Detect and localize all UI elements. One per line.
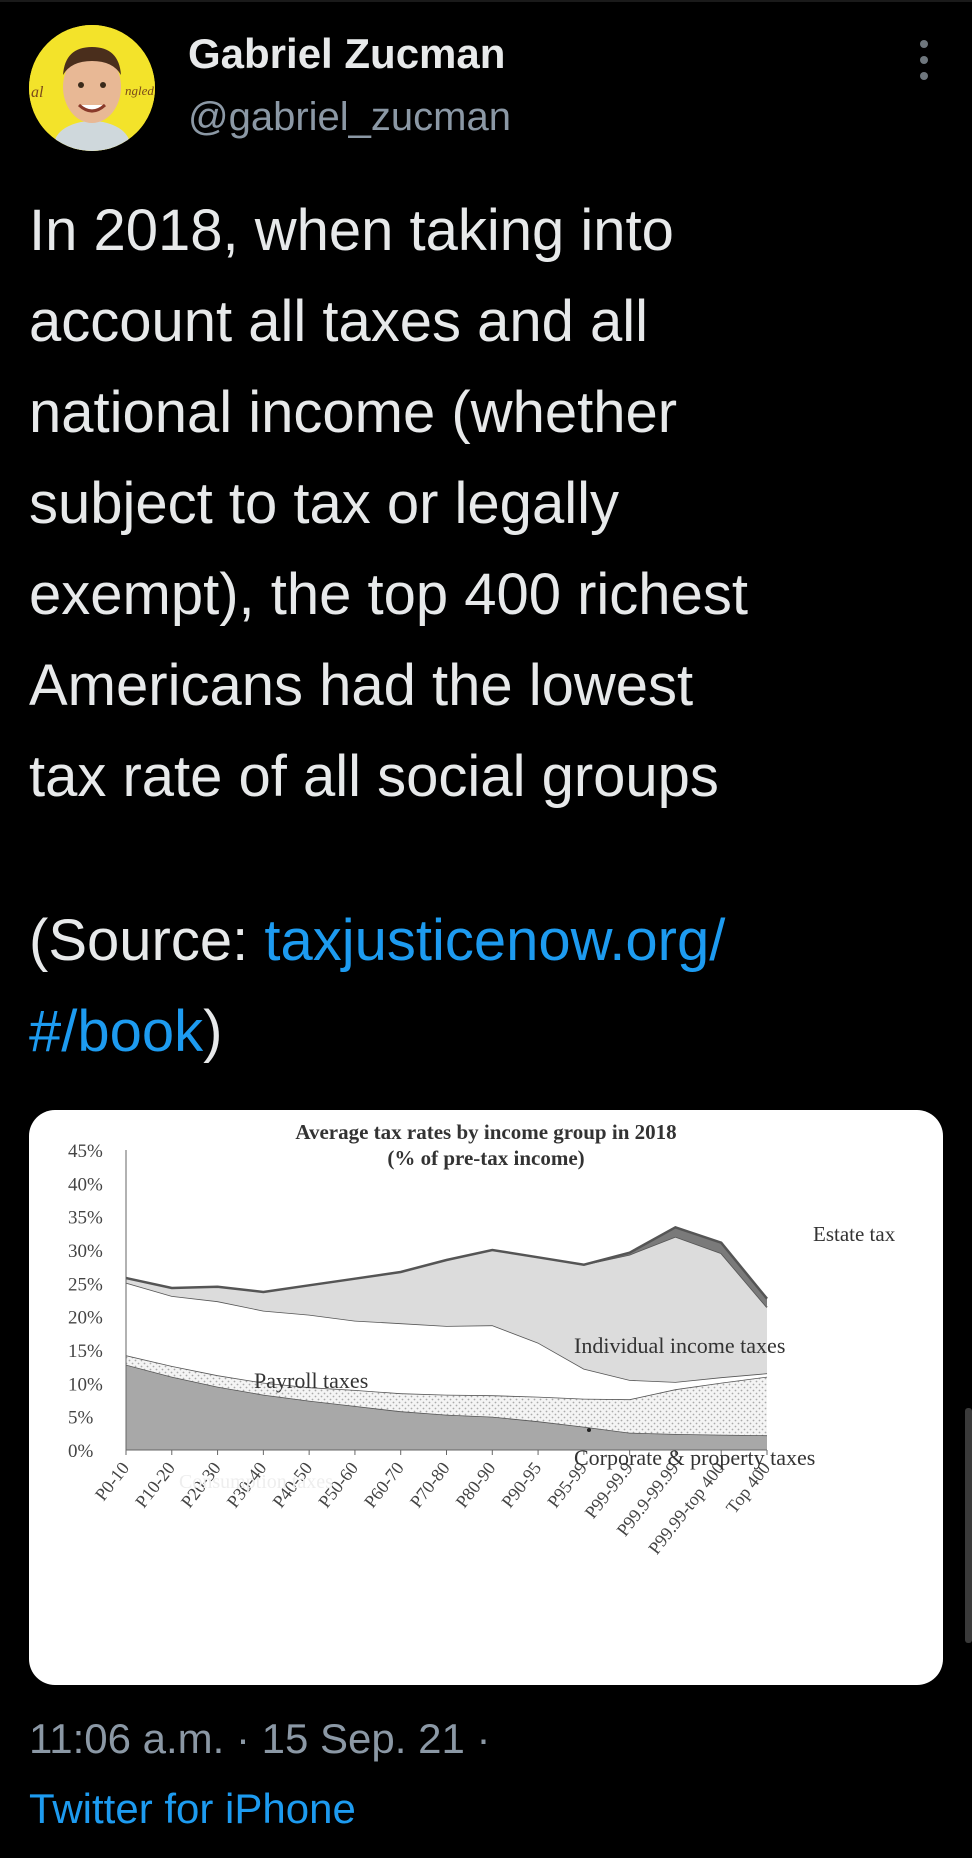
- tweet-text-line: tax rate of all social groups: [29, 744, 719, 809]
- avatar-text-left: al: [31, 84, 44, 101]
- tweet-text-line: subject to tax or legally: [29, 471, 619, 536]
- avatar-image: al ngled: [29, 25, 155, 151]
- area-consumption-taxes: [126, 1364, 767, 1450]
- tweet-text: In 2018, when taking into account all ta…: [29, 185, 959, 822]
- x-tick-label: P10-20: [131, 1458, 179, 1511]
- y-tick-label: 25%: [68, 1274, 103, 1295]
- dot: [920, 72, 928, 80]
- payroll-label: Payroll taxes: [254, 1368, 368, 1393]
- tweet-text-line: account all taxes and all: [29, 289, 649, 354]
- series-line: [125, 1225, 768, 1300]
- dot: [920, 56, 928, 64]
- tweet-source: (Source: taxjusticenow.org/ #/book): [29, 895, 959, 1077]
- tweet-text-line: national income (whether: [29, 380, 678, 445]
- tweet-text-line: In 2018, when taking into: [29, 198, 674, 263]
- x-tick-label: P90-95: [497, 1458, 545, 1511]
- author-handle[interactable]: @gabriel_zucman: [188, 95, 511, 139]
- y-tick-label: 15%: [68, 1341, 103, 1362]
- dot-marker: [587, 1428, 591, 1432]
- y-tick-label: 20%: [68, 1308, 103, 1329]
- avatar-text-right: ngled: [125, 83, 154, 98]
- x-tick-label: P70-80: [406, 1458, 454, 1511]
- chart-image-card[interactable]: Average tax rates by income group in 201…: [29, 1110, 943, 1685]
- consumption-label: Consumption taxes: [179, 1471, 333, 1493]
- author-name[interactable]: Gabriel Zucman: [188, 30, 506, 77]
- source-suffix: ): [203, 999, 223, 1064]
- avatar[interactable]: al ngled: [29, 25, 155, 151]
- y-tick-label: 30%: [68, 1241, 103, 1262]
- y-tick-label: 45%: [68, 1141, 103, 1162]
- y-tick-label: 0%: [68, 1441, 94, 1462]
- source-prefix: (Source:: [29, 908, 265, 973]
- estate-tax-label: Estate tax: [813, 1222, 896, 1246]
- tweet-timestamp[interactable]: 11:06 a.m. · 15 Sep. 21 ·: [29, 1715, 491, 1762]
- scrollbar[interactable]: [965, 1408, 972, 1643]
- chart-subtitle: (% of pre-tax income): [387, 1146, 585, 1170]
- x-tick-label: P0-10: [91, 1458, 133, 1504]
- individual-income-label: Individual income taxes: [574, 1333, 785, 1358]
- source-link-continued[interactable]: #/book: [29, 999, 204, 1064]
- corporate-property-label: Corporate & property taxes: [574, 1445, 815, 1470]
- y-tick-label: 5%: [68, 1408, 94, 1429]
- dot: [920, 40, 928, 48]
- tweet-text-line: exempt), the top 400 richest: [29, 562, 748, 627]
- area-payroll-taxes: [126, 1282, 767, 1400]
- area-individual-income-taxes: [126, 1236, 767, 1382]
- x-tick-label: P60-70: [360, 1458, 408, 1511]
- y-tick-label: 10%: [68, 1374, 103, 1395]
- y-tick-label: 40%: [68, 1174, 103, 1195]
- source-link[interactable]: taxjusticenow.org/: [264, 908, 726, 973]
- more-options-icon[interactable]: [912, 40, 936, 80]
- tax-rate-chart: 45% 40% 35% 30% 25% 20% 15% 10% 5% 0% P0-10P10-20…: [68, 1141, 896, 1558]
- y-tick-label: 35%: [68, 1208, 103, 1229]
- tweet-client-link[interactable]: Twitter for iPhone: [29, 1785, 356, 1832]
- top-divider: [0, 0, 972, 2]
- chart-title: Average tax rates by income group in 201…: [295, 1120, 677, 1144]
- x-tick-label: P80-90: [452, 1458, 500, 1511]
- tweet-text-line: Americans had the lowest: [29, 653, 694, 718]
